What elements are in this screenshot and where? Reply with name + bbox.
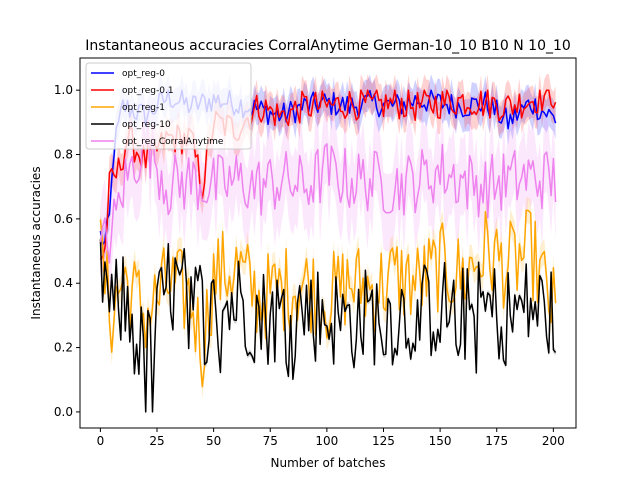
x-tick-label: 25 [149,434,164,448]
legend-label: opt_reg-1 [122,103,165,113]
legend-label: opt_reg-10 [122,120,171,130]
x-tick-label: 125 [372,434,395,448]
y-tick-label: 0.6 [54,212,73,226]
x-tick-label: 50 [206,434,221,448]
x-axis-ticks: 0 25 50 75 100 125 150 175 200 [97,428,565,448]
band-opt-reg-0 [100,74,556,261]
x-tick-label: 150 [429,434,452,448]
y-axis-ticks: 0.0 0.2 0.4 0.6 0.8 1.0 [54,83,80,419]
x-axis-label: Number of batches [271,456,386,470]
line-opt-reg-corralanytime [99,119,557,264]
x-tick-label: 200 [542,434,565,448]
legend-label: opt_reg-0 [122,69,165,79]
legend-label: opt_reg-0.1 [122,86,174,96]
y-tick-label: 0.0 [54,405,73,419]
plot-frame [79,57,577,429]
line-opt-reg-10 [99,239,557,413]
x-tick-label: 0 [97,434,105,448]
legend-box [85,62,252,150]
y-tick-label: 0.2 [54,341,73,355]
y-tick-label: 0.4 [54,276,73,290]
legend-label: opt_reg CorralAnytime [122,137,224,147]
x-tick-label: 75 [263,434,278,448]
y-tick-label: 1.0 [54,83,73,97]
legend: opt_reg-0 opt_reg-0.1 opt_reg-1 opt_reg-10o… [85,62,252,150]
x-tick-label: 175 [485,434,508,448]
x-tick-label: 100 [315,434,338,448]
y-tick-label: 0.8 [54,148,73,162]
chart-title: Instantaneous accuracies CorralAnytime G… [85,38,571,54]
y-axis-label: Instantaneous accuracies [29,166,43,319]
